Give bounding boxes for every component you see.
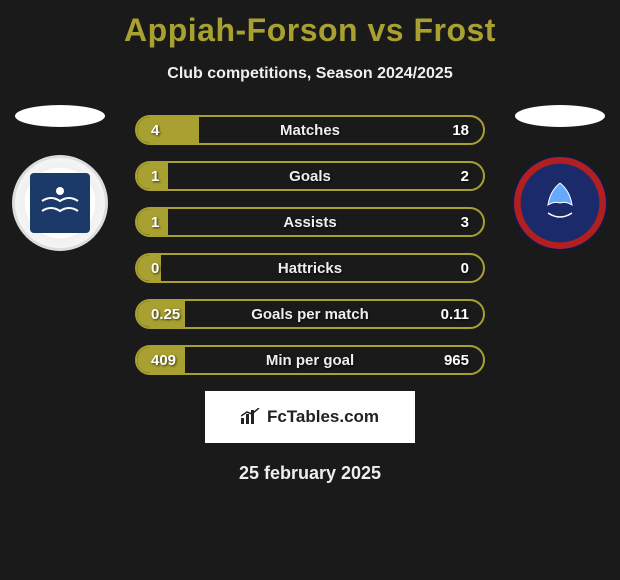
fctables-brand[interactable]: FcTables.com xyxy=(205,391,415,443)
stat-value-right: 18 xyxy=(452,122,469,139)
date-text: 25 february 2025 xyxy=(0,463,620,484)
stat-value-right: 3 xyxy=(461,214,469,231)
left-club-badge xyxy=(12,155,108,251)
right-club-badge xyxy=(512,155,608,251)
stat-label: Matches xyxy=(137,122,483,139)
stat-label: Min per goal xyxy=(137,352,483,369)
stat-label: Goals per match xyxy=(137,306,483,323)
stat-value-right: 2 xyxy=(461,168,469,185)
stat-value-right: 0.11 xyxy=(441,306,469,323)
stat-row: 1Assists3 xyxy=(135,207,485,237)
left-player-column xyxy=(0,105,120,251)
chart-icon xyxy=(241,408,261,427)
stat-row: 0Hattricks0 xyxy=(135,253,485,283)
aldershot-phoenix-icon xyxy=(530,173,590,233)
subtitle: Club competitions, Season 2024/2025 xyxy=(0,65,620,83)
stat-row: 1Goals2 xyxy=(135,161,485,191)
fctables-label: FcTables.com xyxy=(267,407,379,427)
southend-shield-icon xyxy=(30,173,90,233)
stats-table: 4Matches18 1Goals2 1Assists3 0Hattricks0 0.2… xyxy=(135,115,485,375)
stat-label: Assists xyxy=(137,214,483,231)
stat-value-right: 965 xyxy=(444,352,469,369)
stat-row: 4Matches18 xyxy=(135,115,485,145)
stat-row: 0.25Goals per match0.11 xyxy=(135,299,485,329)
stat-value-right: 0 xyxy=(461,260,469,277)
right-player-column xyxy=(500,105,620,251)
page-title: Appiah-Forson vs Frost xyxy=(0,0,620,49)
left-ellipse-placeholder xyxy=(15,105,105,127)
right-ellipse-placeholder xyxy=(515,105,605,127)
stat-row: 409Min per goal965 xyxy=(135,345,485,375)
stat-label: Hattricks xyxy=(137,260,483,277)
stat-label: Goals xyxy=(137,168,483,185)
comparison-content: 4Matches18 1Goals2 1Assists3 0Hattricks0 0.2… xyxy=(0,115,620,375)
